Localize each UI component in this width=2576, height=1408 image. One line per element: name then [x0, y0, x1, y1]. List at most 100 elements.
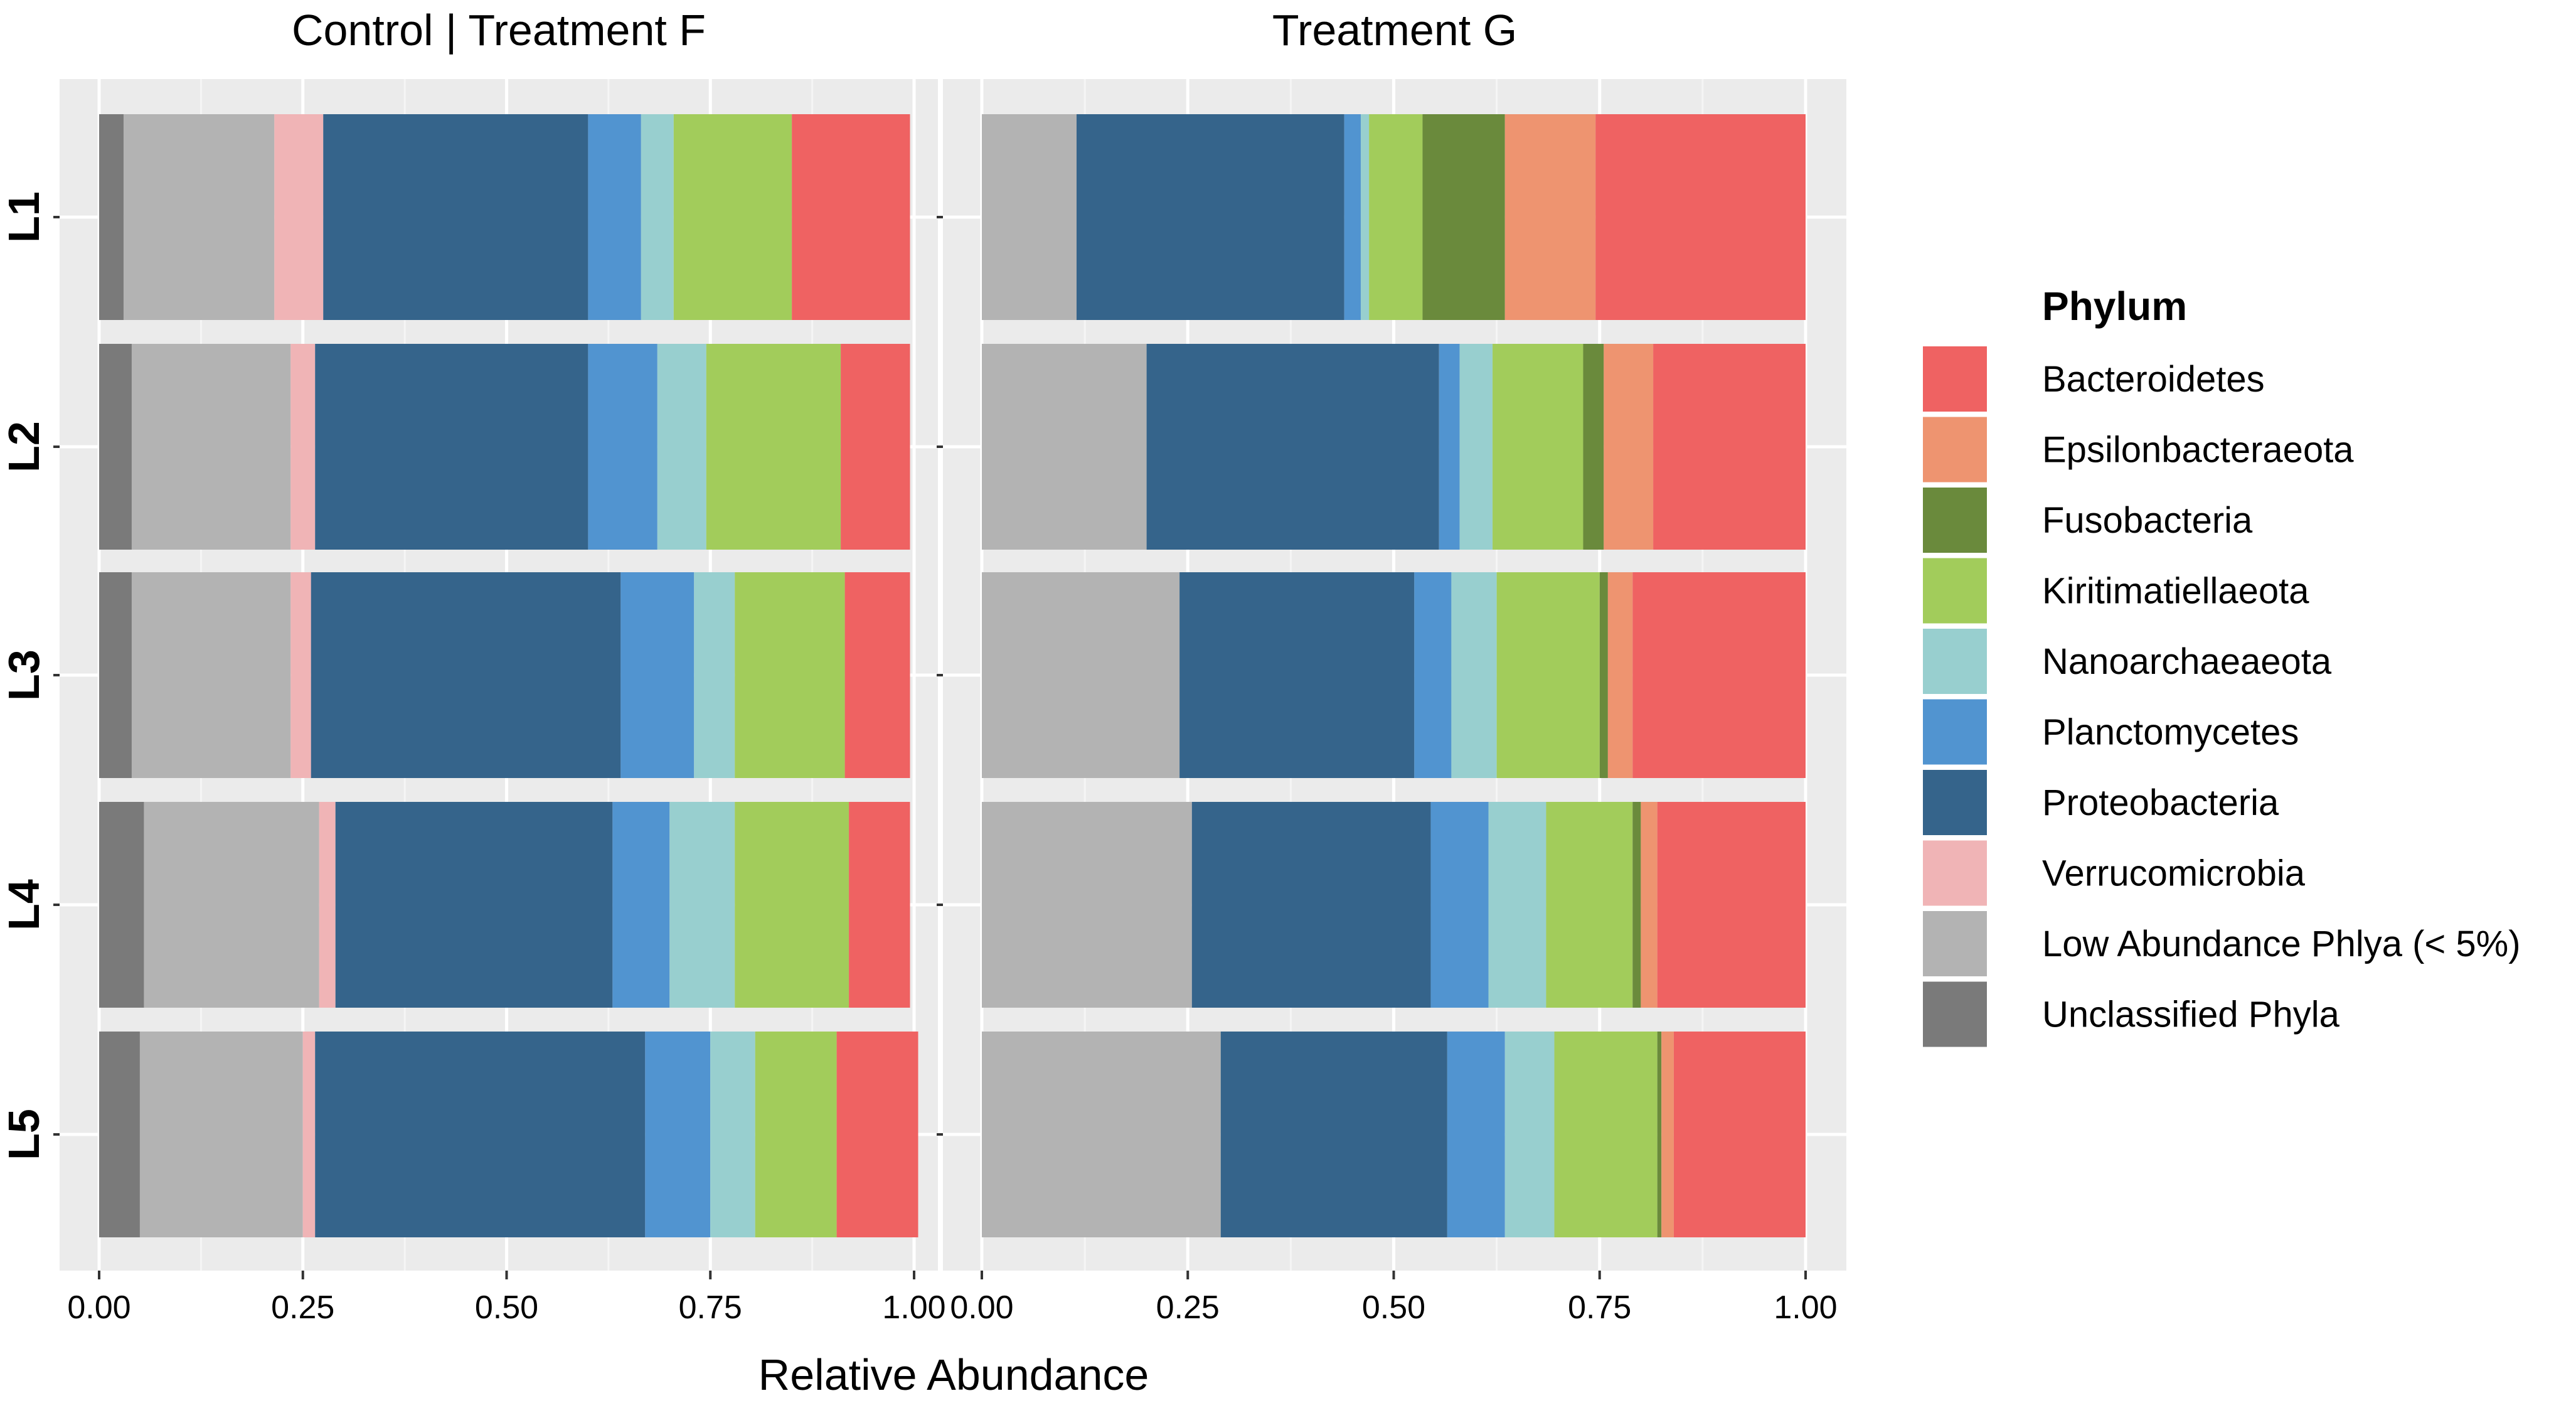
panels-layer: Control | Treatment F 0.00 0.25 0.50 0.75 1.0…	[0, 6, 1846, 1326]
x-tick-label: 0.50	[475, 1289, 538, 1326]
legend-key-verrucomicrobia	[1923, 840, 1987, 906]
bar-segment-verrucomicrobia-l4	[319, 802, 336, 1008]
bar-segment-unclassified-phyla-l1	[99, 114, 124, 320]
bar-segment-low-abundance-phlya-5-l4	[982, 802, 1192, 1008]
x-tick-label: 0.25	[271, 1289, 334, 1326]
bar-segment-bacteroidetes-l5	[836, 1032, 918, 1237]
bar-segment-bacteroidetes-l4	[849, 802, 910, 1008]
bar-segment-bacteroidetes-l2	[841, 344, 910, 550]
legend-label-kiritimatiellaeota: Kiritimatiellaeota	[2042, 571, 2309, 612]
legend-key-proteobacteria	[1923, 770, 1987, 835]
bar-segment-planctomycetes-l2	[588, 344, 657, 550]
bar-segment-nanoarchaeaeota-l2	[657, 344, 706, 550]
bar-segment-verrucomicrobia-l5	[302, 1032, 316, 1237]
bar-segment-fusobacteria-l1	[1422, 114, 1505, 320]
bar-segment-planctomycetes-l5	[645, 1032, 711, 1237]
legend-label-proteobacteria: Proteobacteria	[2042, 782, 2279, 823]
y-tick-label-l2: L2	[0, 421, 48, 472]
bar-segment-bacteroidetes-l1	[792, 114, 910, 320]
panel-2: Treatment G 0.00 0.25 0.50 0.75 1.00	[937, 6, 1846, 1326]
bar-segment-proteobacteria-l1	[1076, 114, 1344, 320]
bar-segment-verrucomicrobia-l2	[290, 344, 316, 550]
bar-segment-bacteroidetes-l4	[1657, 802, 1806, 1008]
x-tick-label: 0.75	[679, 1289, 742, 1326]
legend-key-bacteroidetes	[1923, 346, 1987, 412]
legend-label-nanoarchaeaeota: Nanoarchaeaeota	[2042, 641, 2332, 682]
bar-segment-low-abundance-phlya-5-l2	[131, 344, 291, 550]
bar-segment-nanoarchaeaeota-l4	[669, 802, 735, 1008]
x-tick-label: 0.00	[950, 1289, 1013, 1326]
bar-segment-planctomycetes-l4	[1430, 802, 1489, 1008]
bar-segment-nanoarchaeaeota-l1	[1360, 114, 1370, 320]
legend-key-epsilonbacteraeota	[1923, 417, 1987, 483]
legend-key-planctomycetes	[1923, 699, 1987, 765]
bar-segment-epsilonbacteraeota-l3	[1607, 572, 1633, 778]
bar-segment-bacteroidetes-l5	[1673, 1032, 1806, 1237]
legend-title: Phylum	[2042, 284, 2187, 329]
bar-segment-epsilonbacteraeota-l5	[1661, 1032, 1674, 1237]
bar-segment-fusobacteria-l2	[1583, 344, 1604, 550]
legend-key-nanoarchaeaeota	[1923, 629, 1987, 694]
bar-segment-epsilonbacteraeota-l4	[1641, 802, 1658, 1008]
panel-title: Treatment G	[1272, 6, 1517, 55]
legend-key-low-abundance-phlya-5	[1923, 911, 1987, 976]
bar-segment-kiritimatiellaeota-l5	[755, 1032, 837, 1237]
bar-segment-low-abundance-phlya-5-l1	[982, 114, 1077, 320]
bar-segment-low-abundance-phlya-5-l5	[982, 1032, 1221, 1237]
x-tick-label: 0.25	[1156, 1289, 1220, 1326]
bar-segment-unclassified-phyla-l4	[99, 802, 144, 1008]
x-tick-label: 0.75	[1568, 1289, 1631, 1326]
bar-segment-kiritimatiellaeota-l3	[1496, 572, 1600, 778]
bar-segment-proteobacteria-l4	[1191, 802, 1431, 1008]
legend: Phylum Bacteroidetes Epsilonbacteraeota Fus…	[1923, 284, 2521, 1047]
x-tick-label: 0.00	[67, 1289, 130, 1326]
bar-segment-fusobacteria-l3	[1599, 572, 1608, 778]
bar-segment-low-abundance-phlya-5-l5	[139, 1032, 303, 1237]
bar-segment-epsilonbacteraeota-l1	[1504, 114, 1596, 320]
bar-segment-planctomycetes-l3	[620, 572, 695, 778]
bar-segment-nanoarchaeaeota-l3	[1451, 572, 1497, 778]
legend-label-planctomycetes: Planctomycetes	[2042, 712, 2299, 753]
y-tick-label-l5: L5	[0, 1109, 48, 1160]
bar-segment-planctomycetes-l2	[1439, 344, 1460, 550]
bar-segment-low-abundance-phlya-5-l1	[123, 114, 275, 320]
bar-segment-proteobacteria-l3	[311, 572, 621, 778]
legend-label-bacteroidetes: Bacteroidetes	[2042, 359, 2265, 400]
y-tick-label-l1: L1	[0, 191, 48, 243]
bar-segment-proteobacteria-l2	[1146, 344, 1439, 550]
x-tick-label: 1.00	[1774, 1289, 1837, 1326]
legend-key-kiritimatiellaeota	[1923, 558, 1987, 624]
bar-segment-proteobacteria-l3	[1179, 572, 1415, 778]
legend-label-epsilonbacteraeota: Epsilonbacteraeota	[2042, 430, 2354, 471]
x-axis-label: Relative Abundance	[758, 1350, 1149, 1399]
bar-segment-planctomycetes-l4	[612, 802, 670, 1008]
bar-segment-planctomycetes-l5	[1447, 1032, 1505, 1237]
bar-segment-epsilonbacteraeota-l2	[1604, 344, 1654, 550]
bar-segment-proteobacteria-l5	[1220, 1032, 1447, 1237]
legend-label-unclassified-phyla: Unclassified Phyla	[2042, 995, 2340, 1035]
bar-segment-bacteroidetes-l1	[1595, 114, 1806, 320]
bar-segment-nanoarchaeaeota-l5	[1504, 1032, 1555, 1237]
y-tick-label-l3: L3	[0, 649, 48, 701]
bar-segment-low-abundance-phlya-5-l3	[982, 572, 1180, 778]
bar-segment-proteobacteria-l2	[315, 344, 588, 550]
bar-segment-planctomycetes-l1	[588, 114, 641, 320]
bar-segment-nanoarchaeaeota-l1	[641, 114, 674, 320]
bar-segment-low-abundance-phlya-5-l2	[982, 344, 1147, 550]
bar-segment-kiritimatiellaeota-l5	[1554, 1032, 1658, 1237]
legend-label-fusobacteria: Fusobacteria	[2042, 500, 2253, 541]
bar-segment-nanoarchaeaeota-l3	[694, 572, 735, 778]
bar-segment-verrucomicrobia-l3	[290, 572, 311, 778]
bar-segment-fusobacteria-l5	[1657, 1032, 1662, 1237]
bar-segment-kiritimatiellaeota-l1	[673, 114, 792, 320]
bar-segment-unclassified-phyla-l2	[99, 344, 132, 550]
legend-key-fusobacteria	[1923, 488, 1987, 553]
bar-segment-nanoarchaeaeota-l4	[1488, 802, 1546, 1008]
bar-segment-nanoarchaeaeota-l5	[710, 1032, 755, 1237]
legend-label-low-abundance-phlya-5: Low Abundance Phlya (< 5%)	[2042, 924, 2521, 964]
panel-1: Control | Treatment F 0.00 0.25 0.50 0.75 1.0…	[53, 6, 946, 1326]
bar-segment-kiritimatiellaeota-l3	[735, 572, 845, 778]
bar-segment-proteobacteria-l1	[323, 114, 588, 320]
bar-segment-verrucomicrobia-l1	[274, 114, 324, 320]
